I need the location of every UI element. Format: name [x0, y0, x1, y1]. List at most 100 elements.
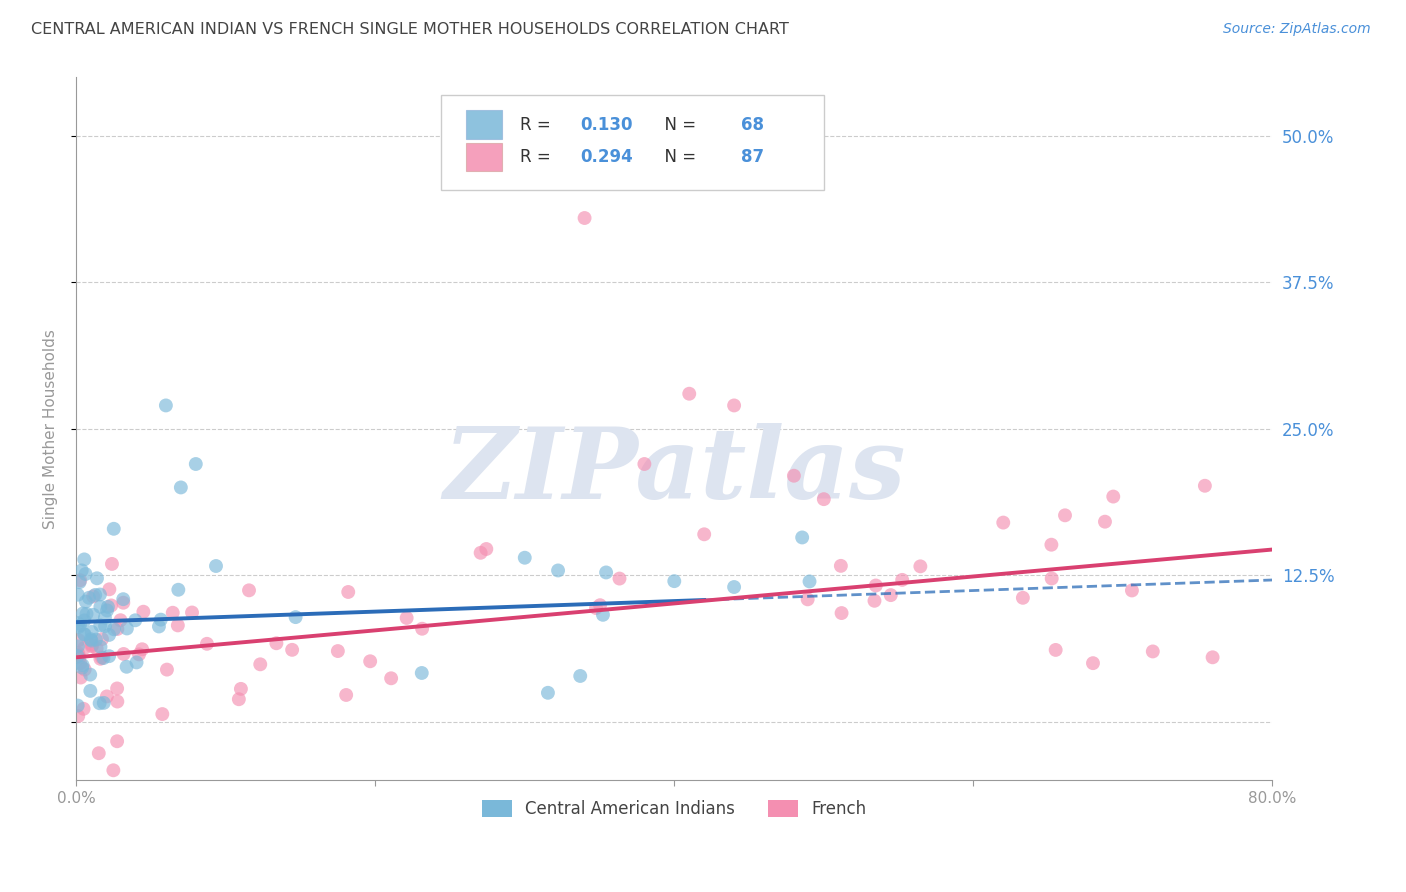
Point [155, 399, 177, 413]
Point [97, 599, 120, 614]
Point [103, 622, 125, 636]
Point [411, 622, 433, 636]
Point [93, 696, 115, 710]
Point [89, 618, 111, 632]
Point [1102, 490, 1125, 504]
Point [470, 546, 492, 560]
Point [1081, 656, 1104, 670]
Point [67, 620, 90, 634]
Point [67, 650, 90, 665]
Point [94, 619, 117, 633]
Text: ZIPatlas: ZIPatlas [443, 423, 905, 519]
Point [89, 696, 111, 710]
Point [66, 649, 89, 664]
Point [723, 399, 745, 413]
Point [1121, 583, 1143, 598]
Point [149, 613, 172, 627]
Point [326, 644, 349, 658]
Point [105, 734, 128, 748]
Text: R =: R = [520, 148, 555, 166]
Point [89, 599, 111, 614]
Point [69, 618, 91, 632]
Point [266, 636, 288, 650]
Point [67, 633, 90, 648]
Point [96, 603, 118, 617]
Point [132, 605, 155, 619]
Text: N =: N = [654, 116, 702, 134]
Point [993, 516, 1015, 530]
Point [284, 610, 307, 624]
FancyBboxPatch shape [467, 111, 502, 138]
Point [89, 640, 111, 654]
Point [148, 619, 170, 633]
Text: 0.130: 0.130 [579, 116, 633, 134]
Point [66, 588, 89, 602]
Point [73, 640, 96, 655]
Point [82, 607, 104, 622]
Point [73, 663, 96, 677]
FancyBboxPatch shape [441, 95, 824, 190]
Point [128, 648, 150, 662]
Text: R =: R = [520, 116, 555, 134]
Point [73, 627, 96, 641]
Point [67, 647, 90, 661]
Point [796, 592, 818, 607]
Point [166, 618, 188, 632]
Point [1053, 508, 1076, 523]
Point [69, 671, 91, 685]
Point [80, 632, 103, 647]
Point [830, 558, 852, 573]
Point [664, 574, 686, 589]
Text: CENTRAL AMERICAN INDIAN VS FRENCH SINGLE MOTHER HOUSEHOLDS CORRELATION CHART: CENTRAL AMERICAN INDIAN VS FRENCH SINGLE… [31, 22, 789, 37]
Point [335, 688, 357, 702]
Point [70, 563, 93, 577]
Point [90, 650, 112, 665]
Point [66, 648, 89, 662]
Text: 87: 87 [741, 148, 765, 166]
Point [574, 211, 596, 225]
Point [67, 709, 90, 723]
Point [91, 632, 114, 647]
Point [86, 571, 108, 585]
Point [863, 594, 886, 608]
Point [1194, 479, 1216, 493]
Point [70, 660, 93, 674]
Point [79, 684, 101, 698]
Point [98, 582, 121, 597]
Point [585, 601, 607, 615]
Point [411, 665, 433, 680]
Point [96, 690, 118, 704]
Point [124, 613, 146, 627]
Point [595, 566, 617, 580]
Point [181, 606, 204, 620]
Point [150, 707, 173, 722]
Point [110, 613, 132, 627]
Point [69, 575, 91, 590]
Point [249, 657, 271, 672]
Point [105, 622, 128, 636]
Point [66, 698, 89, 713]
Text: N =: N = [654, 148, 702, 166]
Point [238, 583, 260, 598]
Point [170, 480, 193, 494]
Point [73, 614, 96, 628]
Point [112, 596, 135, 610]
Point [105, 681, 128, 696]
Point [115, 659, 138, 673]
Point [865, 578, 887, 592]
Point [1040, 538, 1063, 552]
Point [84, 632, 107, 647]
Point [205, 559, 228, 574]
Point [84, 588, 107, 602]
Point [910, 559, 932, 574]
Point [131, 642, 153, 657]
Point [103, 522, 125, 536]
Point [75, 567, 97, 582]
Point [89, 652, 111, 666]
Point [94, 610, 117, 624]
Point [105, 694, 128, 708]
Point [87, 746, 110, 760]
Point [1201, 650, 1223, 665]
Point [73, 627, 96, 641]
Text: Source: ZipAtlas.com: Source: ZipAtlas.com [1223, 22, 1371, 37]
